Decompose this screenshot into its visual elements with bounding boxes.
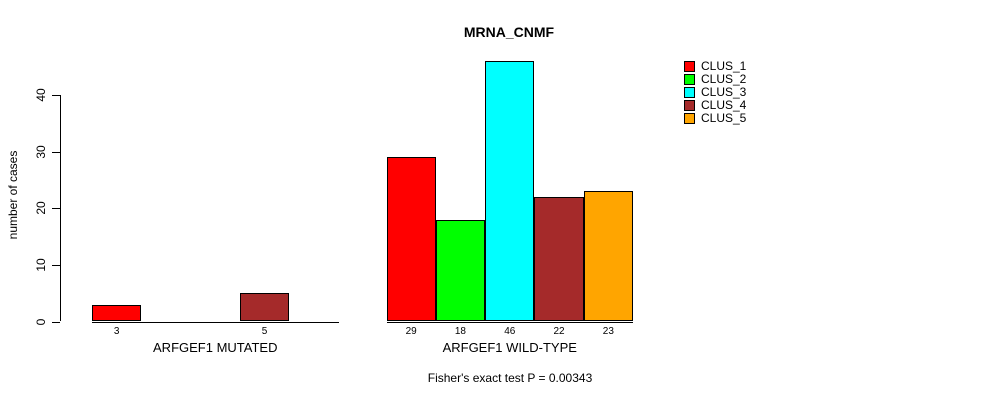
legend-label: CLUS_4 [701,98,747,112]
legend-label: CLUS_5 [701,111,747,125]
chart-title: MRNA_CNMF [463,24,555,40]
y-axis-label: number of cases [6,150,20,240]
y-tick-label: 0 [34,318,48,325]
legend-swatch-clus_2 [684,74,695,85]
bar-clus_1 [386,157,436,322]
bar-clus_4 [534,196,584,322]
y-tick [52,151,60,153]
legend-swatch-clus_5 [684,113,695,124]
bar-value-label: 5 [261,326,268,337]
legend-label: CLUS_3 [701,85,747,99]
bar-clus_5 [583,191,633,322]
legend-swatch-clus_4 [684,100,695,111]
group-axis-label: ARFGEF1 WILD-TYPE [442,340,577,355]
legend-swatch-clus_3 [684,87,695,98]
y-tick [52,321,60,323]
y-tick-label: 30 [34,145,48,159]
y-tick-label: 20 [34,201,48,215]
legend-swatch-clus_1 [684,61,695,72]
bar-clus_4 [239,293,290,322]
bar-clus_3 [485,61,535,322]
legend-label: CLUS_1 [701,59,747,73]
fisher-test-caption: Fisher's exact test P = 0.00343 [427,371,593,385]
y-tick [52,95,60,97]
group-axis-label: ARFGEF1 MUTATED [153,340,278,355]
bar-value-label: 18 [454,326,466,337]
bar-value-label: 23 [602,326,614,337]
y-tick-label: 40 [34,88,48,102]
bar-value-label: 29 [405,326,417,337]
bar-value-label: 3 [113,326,120,337]
bar-value-label: 46 [504,326,516,337]
y-axis-line [60,95,61,322]
x-axis-baseline [386,321,633,323]
x-axis-baseline [92,321,339,323]
bar-clus_1 [92,304,142,322]
y-tick-label: 10 [34,258,48,272]
y-tick [52,208,60,210]
bar-clus_2 [435,219,486,322]
y-tick [52,264,60,266]
legend-label: CLUS_2 [701,72,747,86]
bar-value-label: 22 [553,326,565,337]
